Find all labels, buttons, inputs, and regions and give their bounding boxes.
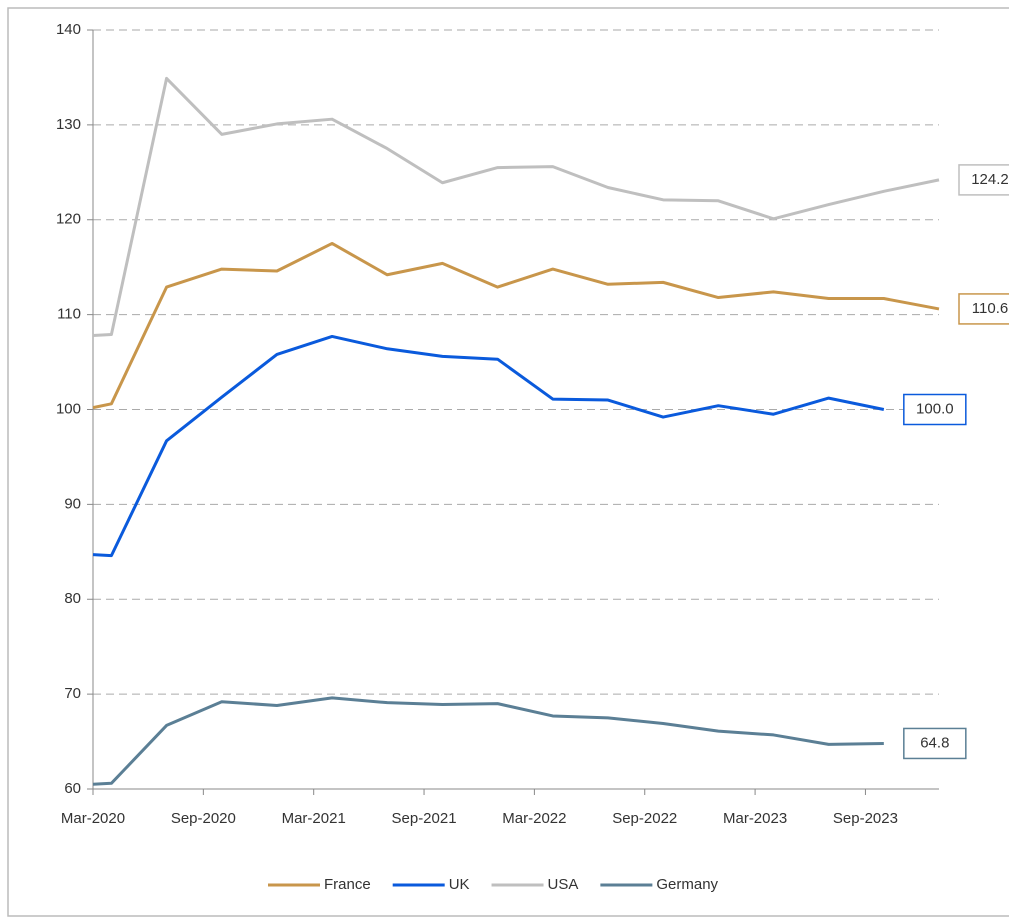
series-line [92,334,885,558]
value-label-box [958,293,1009,325]
y-tick-label: 80 [64,590,81,607]
y-tick-label: 120 [56,211,81,228]
x-tick-label: Mar-2020 [61,810,125,827]
legend-label: UK [449,876,470,893]
x-tick-label: Sep-2021 [392,810,457,827]
y-tick-label: 140 [56,21,81,38]
y-tick-label: 100 [56,400,81,417]
y-tick-label: 110 [57,306,81,323]
y-tick-label: 130 [56,116,81,133]
x-tick-label: Mar-2022 [502,810,566,827]
x-tick-label: Sep-2022 [612,810,677,827]
series-line [92,76,940,337]
legend-label: USA [548,876,579,893]
x-tick-label: Mar-2021 [282,810,346,827]
value-label-box [903,393,967,426]
y-tick-label: 90 [64,495,81,512]
legend-label: France [324,876,371,893]
legend-label: Germany [656,876,718,893]
series-line [92,696,884,786]
value-label: 124.2 [971,171,1009,188]
value-label: 110.6 [972,300,1008,317]
y-tick-label: 60 [64,780,81,797]
value-label: 64.8 [920,734,949,751]
x-tick-label: Mar-2023 [723,810,787,827]
chart-border [7,7,1009,917]
x-tick-label: Sep-2020 [171,810,236,827]
value-label-box [958,164,1009,196]
series-line [92,241,940,410]
value-label-box [903,727,967,760]
value-label: 100.0 [916,400,954,417]
y-tick-label: 70 [64,685,81,702]
x-tick-label: Sep-2023 [833,810,898,827]
